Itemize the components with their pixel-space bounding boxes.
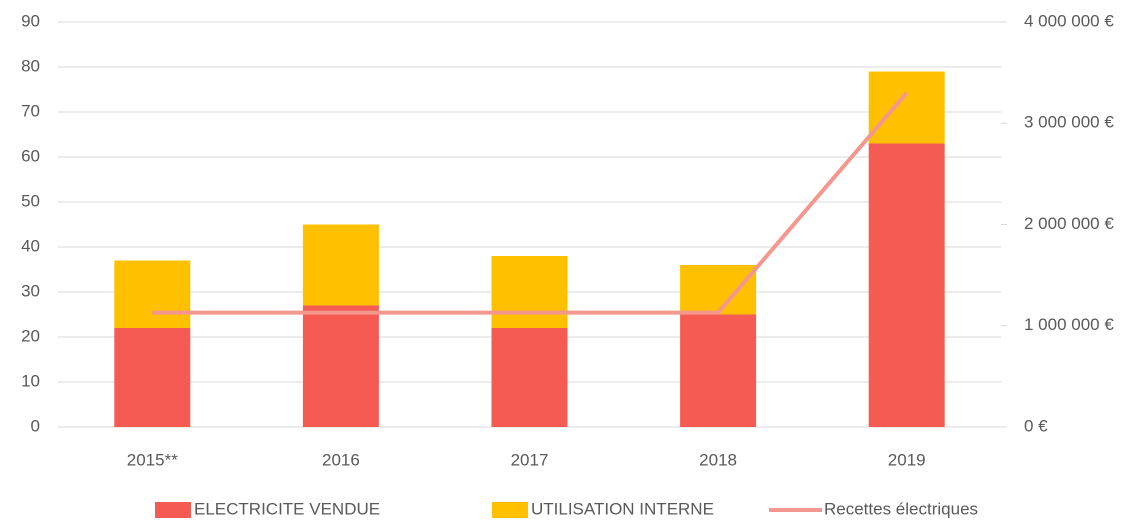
x-tick-label: 2018 <box>699 450 737 469</box>
line <box>152 91 909 315</box>
x-tick-label: 2017 <box>511 450 549 469</box>
y-tick-label: 10 <box>21 371 40 390</box>
legend-swatch <box>492 502 528 518</box>
x-tick-label: 2015** <box>127 450 178 469</box>
bar <box>868 71 945 144</box>
y-tick-label: 30 <box>21 281 40 300</box>
y2-tick-label: 4 000 000 € <box>1024 11 1114 30</box>
bar <box>868 143 945 427</box>
legend-label: ELECTRICITE VENDUE <box>194 499 380 518</box>
bar <box>491 328 568 427</box>
bar <box>302 305 379 427</box>
legend-label: UTILISATION INTERNE <box>531 499 714 518</box>
bar <box>680 314 757 427</box>
y-tick-label: 40 <box>21 236 40 255</box>
bar <box>491 256 568 328</box>
y-tick-label: 90 <box>21 11 40 30</box>
y-tick-label: 70 <box>21 101 40 120</box>
y-tick-label: 0 <box>31 416 40 435</box>
legend-label: Recettes électriques <box>824 499 978 518</box>
y-tick-label: 80 <box>21 56 40 75</box>
bar <box>114 328 191 427</box>
x-tick-label: 2016 <box>322 450 360 469</box>
x-tick-label: 2019 <box>888 450 926 469</box>
y2-tick-label: 0 € <box>1024 416 1048 435</box>
y2-tick-label: 1 000 000 € <box>1024 315 1114 334</box>
bar <box>114 260 191 328</box>
y2-tick-label: 3 000 000 € <box>1024 113 1114 132</box>
y2-tick-label: 2 000 000 € <box>1024 214 1114 233</box>
legend-swatch <box>155 502 191 518</box>
bar <box>680 265 757 315</box>
y-tick-label: 20 <box>21 326 40 345</box>
y-tick-label: 60 <box>21 146 40 165</box>
y-tick-label: 50 <box>21 191 40 210</box>
bar <box>302 224 379 306</box>
